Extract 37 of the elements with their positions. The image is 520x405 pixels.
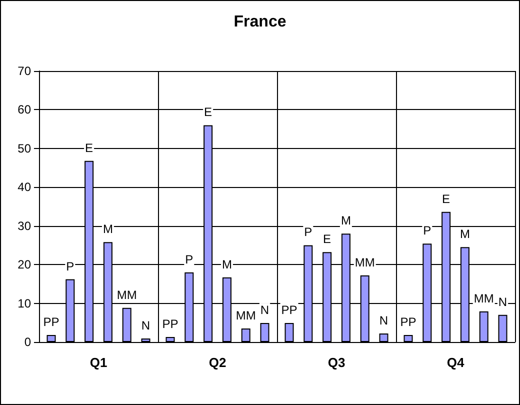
text: PP: [400, 315, 416, 330]
text: PP: [281, 303, 298, 318]
text: M: [340, 214, 351, 228]
y-tick-label: 0: [24, 335, 32, 349]
y-tick-label: 40: [18, 180, 32, 194]
y-tick-label: 10: [18, 296, 32, 310]
x-tick-label: Q3: [328, 355, 346, 370]
series-label: PP: [162, 316, 178, 331]
x-tick-label: Q2: [208, 355, 226, 370]
x-tick-label: Q4: [446, 355, 465, 370]
series-label: MM: [116, 288, 137, 302]
text: N: [498, 294, 508, 309]
series-label: P: [66, 259, 74, 274]
text: P: [304, 225, 312, 240]
text: P: [185, 252, 194, 266]
text: N: [379, 313, 388, 328]
text: P: [423, 224, 432, 238]
y-tick-label: 70: [18, 64, 32, 78]
y-tick-label: 30: [18, 218, 32, 233]
text: M: [460, 227, 470, 242]
text: E: [323, 232, 332, 246]
text: MM: [354, 255, 375, 270]
series-label: N: [260, 303, 270, 318]
text: MM: [474, 291, 494, 306]
series-label: M: [102, 222, 113, 236]
y-tick-label: 20: [18, 258, 32, 272]
series-label: E: [204, 105, 212, 120]
text: E: [442, 192, 450, 206]
text: N: [141, 318, 150, 333]
x-tick-label: Q1: [90, 355, 108, 370]
text: MM: [236, 308, 256, 322]
chart-title: France: [234, 14, 286, 30]
text: E: [85, 140, 94, 155]
y-tick-label: 60: [18, 102, 32, 117]
text: M: [222, 257, 232, 272]
y-tick-label: 50: [18, 141, 32, 156]
text: PP: [43, 315, 60, 330]
